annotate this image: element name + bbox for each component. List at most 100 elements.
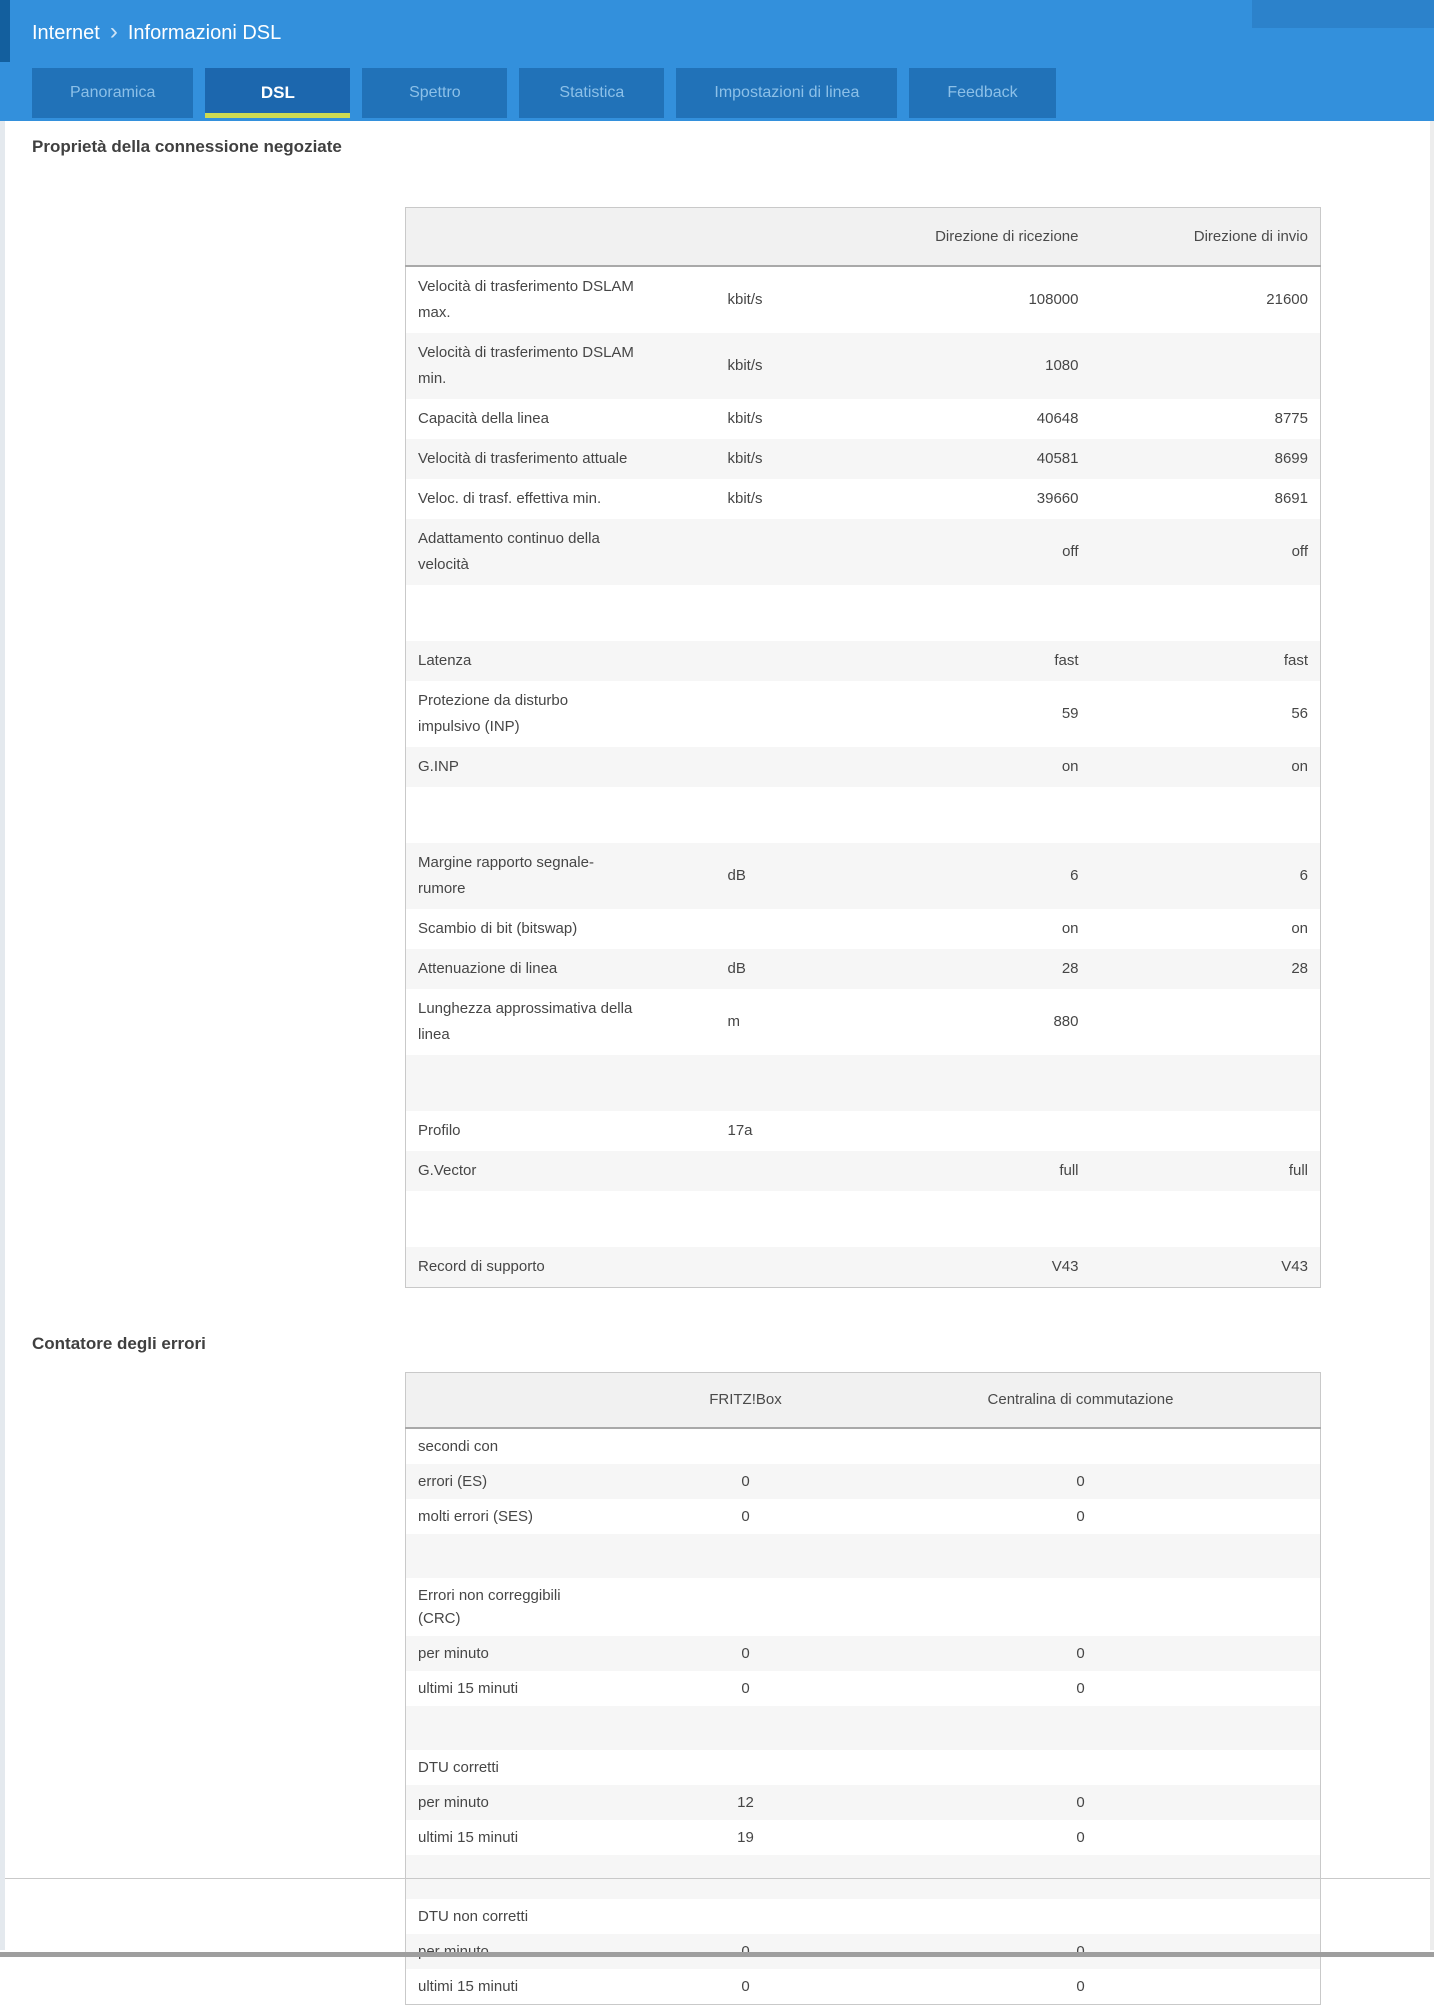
- tab-spettro[interactable]: Spettro: [362, 68, 507, 118]
- section-title-error-counter: Contatore degli errori: [32, 1333, 1434, 1354]
- spacer-row: [406, 1855, 1321, 1899]
- tab-panoramica[interactable]: Panoramica: [32, 68, 193, 118]
- spacer-cell: [406, 1534, 1321, 1578]
- row-send-value: [1091, 989, 1321, 1055]
- row-padding-cell: [1276, 1785, 1321, 1820]
- tab-statistica[interactable]: Statistica: [519, 68, 664, 118]
- row-send-value: 6: [1091, 843, 1321, 909]
- spacer-cell: [406, 1855, 1321, 1899]
- row-padding-cell: [1276, 1464, 1321, 1499]
- column-header: FRITZ!Box: [606, 1372, 886, 1428]
- row-unit: dB: [716, 949, 866, 989]
- content-bottom-divider: [5, 1878, 1430, 1879]
- spacer-row: [406, 1055, 1321, 1111]
- chevron-right-icon: ›: [110, 18, 118, 46]
- row-receive-value: 880: [866, 989, 1091, 1055]
- row-exchange-value: 0: [886, 1464, 1276, 1499]
- row-fritzbox-value: 12: [606, 1785, 886, 1820]
- row-exchange-value: 0: [886, 1499, 1276, 1534]
- row-receive-value: 40648: [866, 399, 1091, 439]
- row-padding-cell: [1276, 1820, 1321, 1855]
- row-fritzbox-value: 0: [606, 1464, 886, 1499]
- section-title-connection-properties: Proprietà della connessione negoziate: [32, 136, 1434, 157]
- row-receive-value: 108000: [866, 266, 1091, 333]
- tab-dsl[interactable]: DSL: [205, 68, 350, 118]
- column-header: [406, 1372, 606, 1428]
- row-label: Latenza: [406, 641, 716, 681]
- spacer-row: [406, 1191, 1321, 1247]
- table-row: Velocità di trasferimento DSLAM max.kbit…: [406, 266, 1321, 333]
- row-receive-value: full: [866, 1151, 1091, 1191]
- column-header: [1276, 1372, 1321, 1428]
- row-unit: kbit/s: [716, 399, 866, 439]
- table-row: Velocità di trasferimento DSLAM min.kbit…: [406, 333, 1321, 399]
- row-label: G.INP: [406, 747, 716, 787]
- row-send-value: 8775: [1091, 399, 1321, 439]
- row-label: Errori non correggibili (CRC): [406, 1578, 606, 1636]
- row-label: Velocità di trasferimento DSLAM min.: [406, 333, 716, 399]
- row-unit: [716, 1151, 866, 1191]
- row-label: ultimi 15 minuti: [406, 1671, 606, 1706]
- row-send-value: V43: [1091, 1247, 1321, 1288]
- row-padding-cell: [1276, 1428, 1321, 1464]
- page-right-edge: [1430, 121, 1434, 1950]
- row-unit: dB: [716, 843, 866, 909]
- row-label: Capacità della linea: [406, 399, 716, 439]
- tab-impostazioni-di-linea[interactable]: Impostazioni di linea: [676, 68, 897, 118]
- row-receive-value: off: [866, 519, 1091, 585]
- row-unit: m: [716, 989, 866, 1055]
- spacer-cell: [406, 1055, 1321, 1111]
- row-label: DTU non corretti: [406, 1899, 606, 1934]
- row-receive-value: 39660: [866, 479, 1091, 519]
- breadcrumb: Internet › Informazioni DSL: [32, 18, 281, 48]
- row-unit: [716, 909, 866, 949]
- row-unit: kbit/s: [716, 439, 866, 479]
- row-padding-cell: [1276, 1578, 1321, 1636]
- breadcrumb-page-title: Informazioni DSL: [128, 18, 281, 48]
- row-label: Veloc. di trasf. effettiva min.: [406, 479, 716, 519]
- breadcrumb-section-link[interactable]: Internet: [32, 18, 100, 48]
- row-exchange-value: 0: [886, 1671, 1276, 1706]
- row-label: ultimi 15 minuti: [406, 1820, 606, 1855]
- table-row: DTU non corretti: [406, 1899, 1321, 1934]
- row-unit: 17a: [716, 1111, 866, 1151]
- row-unit: kbit/s: [716, 479, 866, 519]
- header-topright-accent: [1252, 0, 1434, 28]
- tab-feedback[interactable]: Feedback: [909, 68, 1055, 118]
- row-label: Margine rapporto segnale- rumore: [406, 843, 716, 909]
- row-label: Velocità di trasferimento DSLAM max.: [406, 266, 716, 333]
- row-label: Attenuazione di linea: [406, 949, 716, 989]
- row-label: per minuto: [406, 1785, 606, 1820]
- row-send-value: 8699: [1091, 439, 1321, 479]
- row-send-value: off: [1091, 519, 1321, 585]
- column-header: Centralina di commutazione: [886, 1372, 1276, 1428]
- row-send-value: [1091, 1111, 1321, 1151]
- row-label: per minuto: [406, 1636, 606, 1671]
- row-unit: [716, 681, 866, 747]
- column-header: Direzione di invio: [1091, 208, 1321, 266]
- row-receive-value: fast: [866, 641, 1091, 681]
- row-receive-value: on: [866, 747, 1091, 787]
- row-padding-cell: [1276, 1636, 1321, 1671]
- row-send-value: 21600: [1091, 266, 1321, 333]
- row-label: Scambio di bit (bitswap): [406, 909, 716, 949]
- row-send-value: [1091, 333, 1321, 399]
- row-label: DTU corretti: [406, 1750, 606, 1785]
- table-row: Errori non correggibili (CRC): [406, 1578, 1321, 1636]
- row-padding-cell: [1276, 1499, 1321, 1534]
- column-header: [716, 208, 866, 266]
- row-fritzbox-value: [606, 1578, 886, 1636]
- row-label: Protezione da disturbo impulsivo (INP): [406, 681, 716, 747]
